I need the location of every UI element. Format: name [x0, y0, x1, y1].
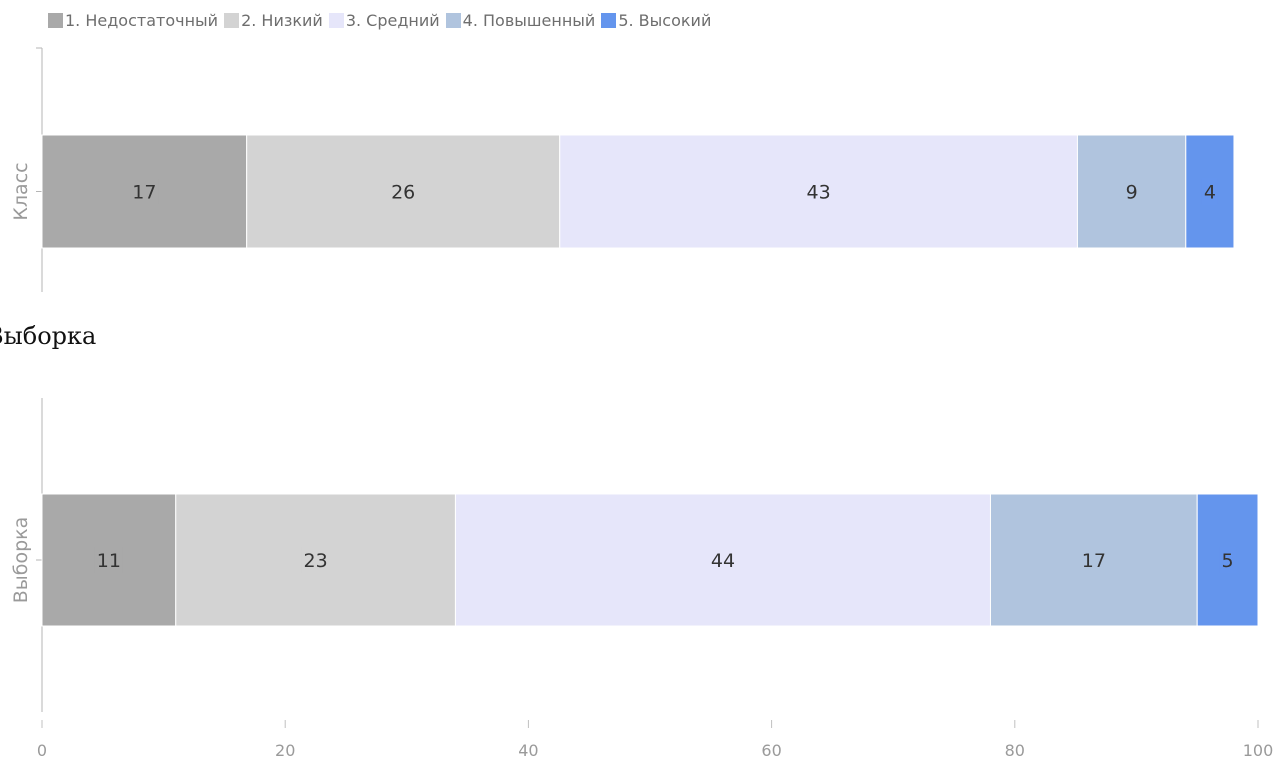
data-label-bg — [1123, 178, 1140, 205]
data-label: 43 — [806, 182, 830, 204]
x-tick-label: 20 — [275, 741, 295, 760]
y-axis-label: Класс — [10, 162, 32, 220]
data-label-bg — [389, 178, 418, 205]
legend-item: 1. Недостаточный — [48, 11, 218, 30]
legend-swatch — [601, 12, 617, 28]
data-label-bg — [94, 547, 123, 573]
data-label: 17 — [132, 182, 156, 204]
legend-label: 3. Средний — [345, 10, 440, 30]
legend-label: 2. Низкий — [241, 10, 323, 30]
data-label: 4 — [1204, 182, 1216, 204]
data-label-bg — [130, 178, 159, 205]
data-label: 17 — [1082, 550, 1106, 572]
x-tick-label: 0 — [37, 741, 47, 760]
data-label: 26 — [391, 182, 415, 204]
data-label: 5 — [1222, 550, 1234, 572]
section-title: Выборка — [0, 322, 97, 350]
x-tick-label: 80 — [1005, 741, 1025, 760]
data-label-bg — [708, 547, 737, 573]
data-label: 9 — [1126, 182, 1138, 204]
legend-item: 2. Низкий — [224, 11, 323, 30]
y-axis-label: Выборка — [10, 517, 32, 604]
legend-item: 5. Высокий — [601, 11, 711, 30]
x-tick-label: 60 — [761, 741, 781, 760]
legend-item: 3. Средний — [328, 10, 440, 30]
data-label: 23 — [304, 550, 328, 572]
legend-swatch — [328, 12, 344, 28]
data-label-bg — [301, 547, 330, 573]
data-label-bg — [1079, 547, 1108, 573]
legend-item: 4. Повышенный — [445, 10, 596, 30]
legend-swatch — [48, 12, 63, 28]
data-label-bg — [1219, 547, 1236, 573]
legend-swatch — [224, 12, 240, 28]
bar-segment — [175, 493, 456, 627]
legend-label: 5. Высокий — [618, 10, 712, 30]
data-label-bg — [804, 178, 833, 205]
chart-legend: 1. Недостаточный 2. Низкий 3. Средний 4. По… — [48, 8, 717, 32]
data-label: 11 — [97, 550, 121, 572]
x-tick-label: 100 — [1243, 741, 1274, 760]
legend-label: 4. Повышенный — [462, 10, 596, 30]
legend-label: 1. Недостаточный — [65, 10, 219, 30]
data-label: 44 — [711, 550, 735, 572]
legend-swatch — [445, 12, 461, 28]
x-tick-label: 40 — [518, 741, 538, 760]
data-label-bg — [1201, 178, 1218, 205]
